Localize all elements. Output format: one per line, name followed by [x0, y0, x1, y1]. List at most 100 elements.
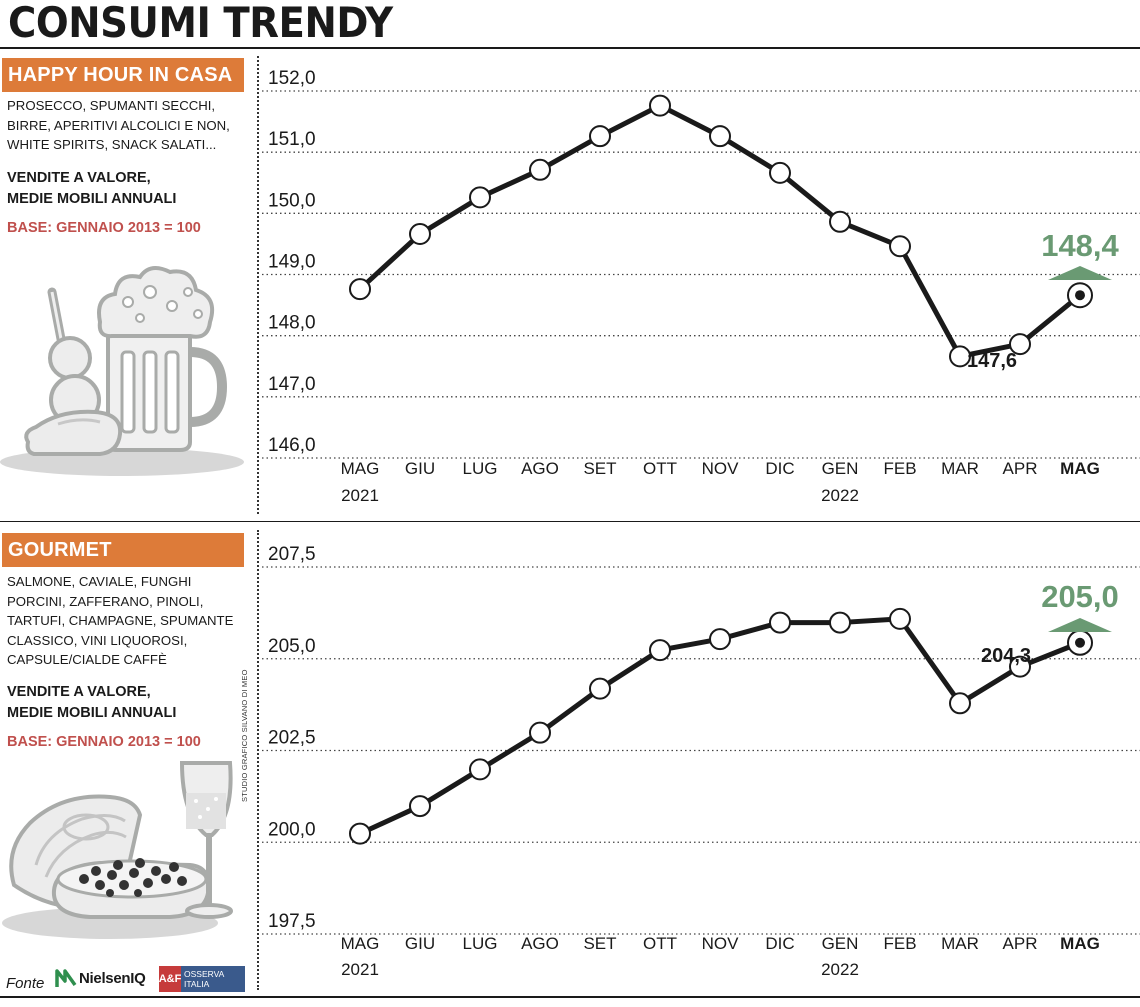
up-triangle-icon [1048, 266, 1112, 280]
data-point [409, 223, 431, 246]
x-tick-label: FEB [883, 934, 916, 953]
panel-badge-gourmet: GOURMET [2, 533, 244, 567]
osserva-italia-logo: A&F OSSERVA ITALIA [159, 966, 245, 992]
y-tick-label: 148,0 [268, 313, 316, 334]
x-tick-label: NOV [702, 459, 740, 478]
y-tick-label: 205,0 [268, 636, 316, 657]
x-tick-label: MAR [941, 459, 979, 478]
series-line [358, 616, 1081, 836]
x-tick-label: GEN [822, 934, 859, 953]
source-label: Fonte [6, 975, 45, 992]
x-tick-label: MAG [1060, 459, 1100, 478]
data-point-center [1075, 290, 1085, 301]
latest-value-label: 205,0 [1041, 579, 1119, 614]
data-point [409, 795, 431, 818]
data-point [949, 345, 971, 368]
year-label: 2022 [821, 486, 859, 505]
data-point [949, 692, 971, 715]
y-tick-label: 207,5 [268, 544, 316, 565]
panel-subtitle-gourmet: VENDITE A VALORE, MEDIE MOBILI ANNUALI [7, 682, 252, 724]
x-tick-label: AGO [521, 459, 559, 478]
x-tick-label: MAG [1060, 934, 1100, 953]
data-point [769, 161, 791, 184]
bottom-rule [0, 996, 1140, 998]
data-point [529, 158, 551, 181]
y-tick-label: 147,0 [268, 374, 316, 395]
y-tick-label: 197,5 [268, 911, 316, 932]
panel-base-gourmet: BASE: GENNAIO 2013 = 100 [7, 734, 201, 750]
data-point [829, 210, 851, 233]
value-label: 204,3 [981, 645, 1031, 667]
y-tick-label: 146,0 [268, 435, 316, 456]
data-point [469, 186, 491, 209]
panel-badge-happy-hour: HAPPY HOUR IN CASA [2, 58, 244, 92]
y-tick-label: 150,0 [268, 190, 316, 211]
osserva-mark: A&F [159, 966, 181, 992]
y-tick-label: 152,0 [268, 68, 316, 89]
y-tick-label: 151,0 [268, 129, 316, 150]
subtitle-line-1: VENDITE A VALORE, [7, 684, 151, 700]
x-tick-label: APR [1003, 459, 1038, 478]
x-tick-label: OTT [643, 459, 677, 478]
year-label: 2021 [341, 960, 379, 979]
x-tick-label: GIU [405, 459, 435, 478]
top-rule [0, 47, 1140, 49]
data-point [529, 721, 551, 744]
x-tick-label: NOV [702, 934, 740, 953]
subtitle-line-2: MEDIE MOBILI ANNUALI [7, 191, 177, 207]
page-title: CONSUMI TRENDY [8, 0, 393, 47]
latest-value-label: 148,4 [1041, 228, 1119, 263]
year-label: 2022 [821, 960, 859, 979]
x-tick-label: MAG [341, 459, 380, 478]
data-point [349, 278, 371, 301]
x-tick-label: LUG [463, 934, 498, 953]
middle-rule [0, 521, 1140, 522]
data-point [889, 235, 911, 258]
panel-subtitle-happy-hour: VENDITE A VALORE, MEDIE MOBILI ANNUALI [7, 168, 252, 210]
panel-description-gourmet: SALMONE, CAVIALE, FUNGHI PORCINI, ZAFFER… [7, 574, 234, 667]
data-point [649, 639, 671, 662]
x-tick-label: GEN [822, 459, 859, 478]
beer-mug-and-olive-skewer-icon [0, 266, 244, 476]
data-point [1009, 333, 1031, 356]
nielseniq-logo: NielsenIQ [55, 967, 146, 989]
nielseniq-mark-icon [55, 969, 77, 987]
year-label: 2021 [341, 486, 379, 505]
x-tick-label: LUG [463, 459, 498, 478]
divider-bottom [257, 530, 259, 990]
y-tick-label: 202,5 [268, 728, 316, 749]
x-tick-label: DIC [765, 934, 794, 953]
data-point [349, 822, 371, 845]
x-tick-label: AGO [521, 934, 559, 953]
data-point [649, 94, 671, 117]
panel-base-happy-hour: BASE: GENNAIO 2013 = 100 [7, 220, 201, 236]
x-tick-label: GIU [405, 934, 435, 953]
data-point [469, 758, 491, 781]
subtitle-line-2: MEDIE MOBILI ANNUALI [7, 705, 177, 721]
divider-top [257, 56, 259, 514]
x-tick-label: FEB [883, 459, 916, 478]
x-tick-label: DIC [765, 459, 794, 478]
y-tick-label: 149,0 [268, 252, 316, 273]
x-tick-label: APR [1003, 934, 1038, 953]
x-tick-label: OTT [643, 934, 677, 953]
nielseniq-text: NielsenIQ [79, 969, 146, 987]
x-tick-label: MAR [941, 934, 979, 953]
data-point [769, 611, 791, 634]
subtitle-line-1: VENDITE A VALORE, [7, 170, 151, 186]
y-tick-label: 200,0 [268, 819, 316, 840]
data-point [709, 628, 731, 651]
data-point [589, 677, 611, 700]
data-point [1009, 655, 1031, 678]
x-tick-label: SET [583, 934, 616, 953]
data-point-center [1075, 637, 1085, 648]
value-label: 147,6 [967, 350, 1017, 372]
x-tick-label: MAG [341, 934, 380, 953]
chart-happy-hour: 152,0 151,0 150,0 149,0 148,0 147,0 146,0 MAG GI… [262, 68, 1140, 505]
osserva-text: OSSERVA ITALIA [184, 969, 224, 989]
data-point [589, 125, 611, 148]
x-tick-label: SET [583, 459, 616, 478]
data-point [889, 607, 911, 630]
salmon-caviar-and-champagne-icon [2, 761, 233, 939]
